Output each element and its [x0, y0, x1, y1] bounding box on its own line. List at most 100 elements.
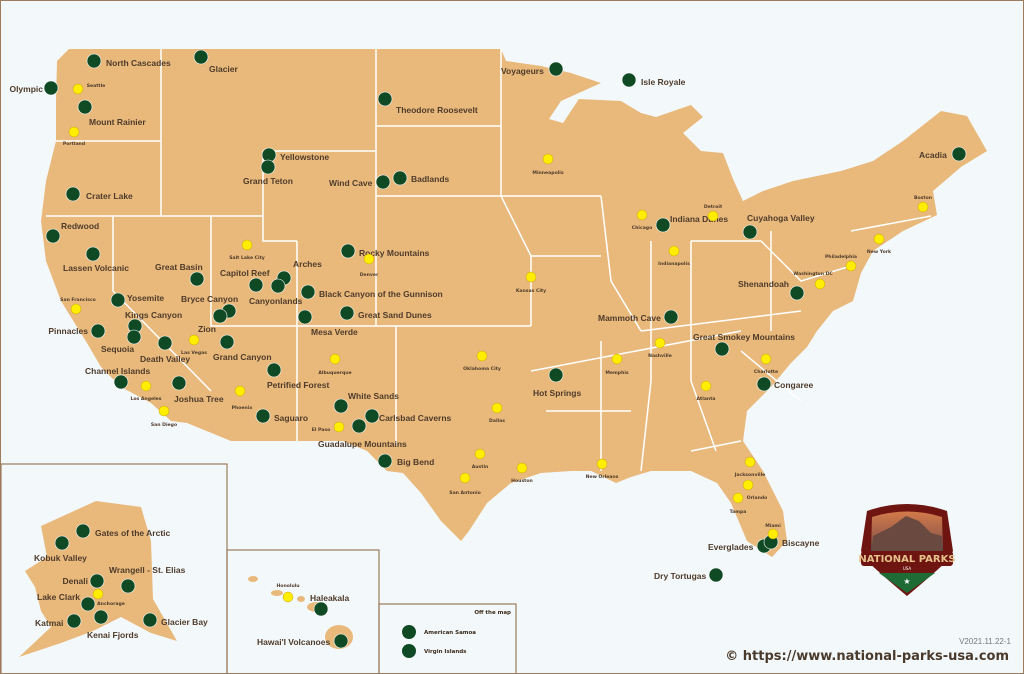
park-marker[interactable]: Voyageurs	[501, 61, 564, 77]
park-marker[interactable]: Channel Islands	[85, 366, 150, 390]
park-dot-icon[interactable]	[80, 596, 96, 612]
city-dot-icon[interactable]	[92, 588, 104, 600]
park-dot-icon[interactable]	[266, 362, 282, 378]
park-marker[interactable]: Great Basin	[155, 262, 205, 287]
city-dot-icon[interactable]	[474, 448, 486, 460]
park-dot-icon[interactable]	[364, 408, 380, 424]
park-marker[interactable]: Lassen Volcanic	[63, 246, 129, 273]
park-marker[interactable]: Zion	[198, 308, 228, 334]
city-dot-icon[interactable]	[845, 260, 857, 272]
park-marker[interactable]: Big Bend	[377, 453, 434, 469]
park-marker[interactable]: Mesa Verde	[297, 309, 358, 337]
park-dot-icon[interactable]	[90, 323, 106, 339]
park-marker[interactable]: Great Smokey Mountains	[693, 332, 795, 357]
park-dot-icon[interactable]	[789, 285, 805, 301]
park-dot-icon[interactable]	[248, 277, 264, 293]
city-dot-icon[interactable]	[525, 271, 537, 283]
park-dot-icon[interactable]	[75, 523, 91, 539]
city-dot-icon[interactable]	[140, 380, 152, 392]
city-dot-icon[interactable]	[68, 126, 80, 138]
city-marker[interactable]: Washington DC	[793, 271, 833, 290]
city-marker[interactable]: Albuquerque	[318, 353, 352, 376]
city-marker[interactable]: Jacksonville	[734, 456, 766, 478]
park-marker[interactable]: Capitol Reef	[220, 268, 270, 293]
park-dot-icon[interactable]	[333, 398, 349, 414]
city-marker[interactable]: San Antonio	[449, 472, 481, 496]
park-marker[interactable]: Hawai'I Volcanoes	[257, 633, 349, 649]
park-dot-icon[interactable]	[377, 453, 393, 469]
park-marker[interactable]: Indiana Dunes	[655, 214, 728, 233]
park-dot-icon[interactable]	[260, 159, 276, 175]
park-marker[interactable]: Great Sand Dunes	[339, 305, 432, 321]
park-marker[interactable]: Pinnacles	[48, 323, 106, 339]
city-dot-icon[interactable]	[476, 350, 488, 362]
city-dot-icon[interactable]	[760, 353, 772, 365]
park-dot-icon[interactable]	[85, 246, 101, 262]
park-marker[interactable]: Mount Rainier	[77, 99, 146, 127]
park-dot-icon[interactable]	[193, 49, 209, 65]
city-dot-icon[interactable]	[459, 472, 471, 484]
park-marker[interactable]: Lake Clark	[37, 592, 96, 612]
park-dot-icon[interactable]	[377, 91, 393, 107]
city-marker[interactable]: Chicago	[632, 209, 652, 231]
city-dot-icon[interactable]	[491, 402, 503, 414]
park-dot-icon[interactable]	[621, 72, 637, 88]
park-marker[interactable]: Virgin Islands	[402, 644, 467, 658]
park-marker[interactable]: Kenai Fjords	[87, 609, 139, 640]
city-marker[interactable]: New Orleans	[586, 458, 619, 480]
park-dot-icon[interactable]	[113, 374, 129, 390]
city-dot-icon[interactable]	[700, 380, 712, 392]
park-dot-icon[interactable]	[402, 625, 416, 639]
city-marker[interactable]: San Francisco	[60, 297, 96, 315]
park-marker[interactable]: Dry Tortugas	[654, 567, 724, 583]
city-dot-icon[interactable]	[363, 253, 375, 265]
city-marker[interactable]: Boston	[914, 195, 932, 213]
park-dot-icon[interactable]	[110, 292, 126, 308]
park-marker[interactable]: Isle Royale	[621, 72, 686, 88]
park-dot-icon[interactable]	[45, 228, 61, 244]
city-marker[interactable]: Nashville	[648, 337, 672, 359]
city-marker[interactable]: Orlando	[742, 479, 767, 501]
park-dot-icon[interactable]	[333, 633, 349, 649]
park-dot-icon[interactable]	[54, 535, 70, 551]
park-marker[interactable]: Saguaro	[255, 408, 308, 424]
park-marker[interactable]: Redwood	[45, 221, 99, 244]
park-marker[interactable]: Kobuk Valley	[34, 535, 87, 563]
park-marker[interactable]: Carlsbad Caverns	[364, 408, 452, 424]
park-dot-icon[interactable]	[742, 224, 758, 240]
park-dot-icon[interactable]	[189, 271, 205, 287]
park-dot-icon[interactable]	[77, 99, 93, 115]
park-dot-icon[interactable]	[120, 578, 136, 594]
park-marker[interactable]: Shenandoah	[738, 279, 805, 301]
city-dot-icon[interactable]	[654, 337, 666, 349]
park-marker[interactable]: Glacier Bay	[142, 612, 208, 628]
park-marker[interactable]: Sequoia	[101, 329, 142, 354]
park-dot-icon[interactable]	[300, 284, 316, 300]
park-dot-icon[interactable]	[714, 341, 730, 357]
city-marker[interactable]: Philadelphia	[825, 254, 857, 272]
park-dot-icon[interactable]	[548, 61, 564, 77]
city-marker[interactable]: Austin	[472, 448, 489, 470]
park-marker[interactable]: Denali	[62, 573, 105, 589]
park-marker[interactable]: Death Valley	[140, 335, 190, 364]
city-dot-icon[interactable]	[707, 210, 719, 222]
city-marker[interactable]: Los Angeles	[130, 380, 162, 402]
city-dot-icon[interactable]	[158, 405, 170, 417]
park-marker[interactable]: Hot Springs	[533, 367, 581, 398]
park-dot-icon[interactable]	[157, 335, 173, 351]
park-marker[interactable]: Haleakala	[310, 593, 349, 617]
city-marker[interactable]: Houston	[511, 462, 533, 484]
park-dot-icon[interactable]	[339, 305, 355, 321]
city-marker[interactable]: Seattle	[72, 83, 105, 95]
park-dot-icon[interactable]	[43, 80, 59, 96]
park-dot-icon[interactable]	[86, 53, 102, 69]
park-dot-icon[interactable]	[340, 243, 356, 259]
city-dot-icon[interactable]	[814, 278, 826, 290]
city-marker[interactable]: San Diego	[151, 405, 177, 428]
park-marker[interactable]: Glacier	[193, 49, 239, 74]
city-marker[interactable]: Minneapolis	[532, 153, 564, 176]
city-dot-icon[interactable]	[742, 479, 754, 491]
city-marker[interactable]: Tampa	[730, 492, 747, 515]
city-dot-icon[interactable]	[72, 83, 84, 95]
park-marker[interactable]: Mammoth Cave	[598, 309, 679, 325]
